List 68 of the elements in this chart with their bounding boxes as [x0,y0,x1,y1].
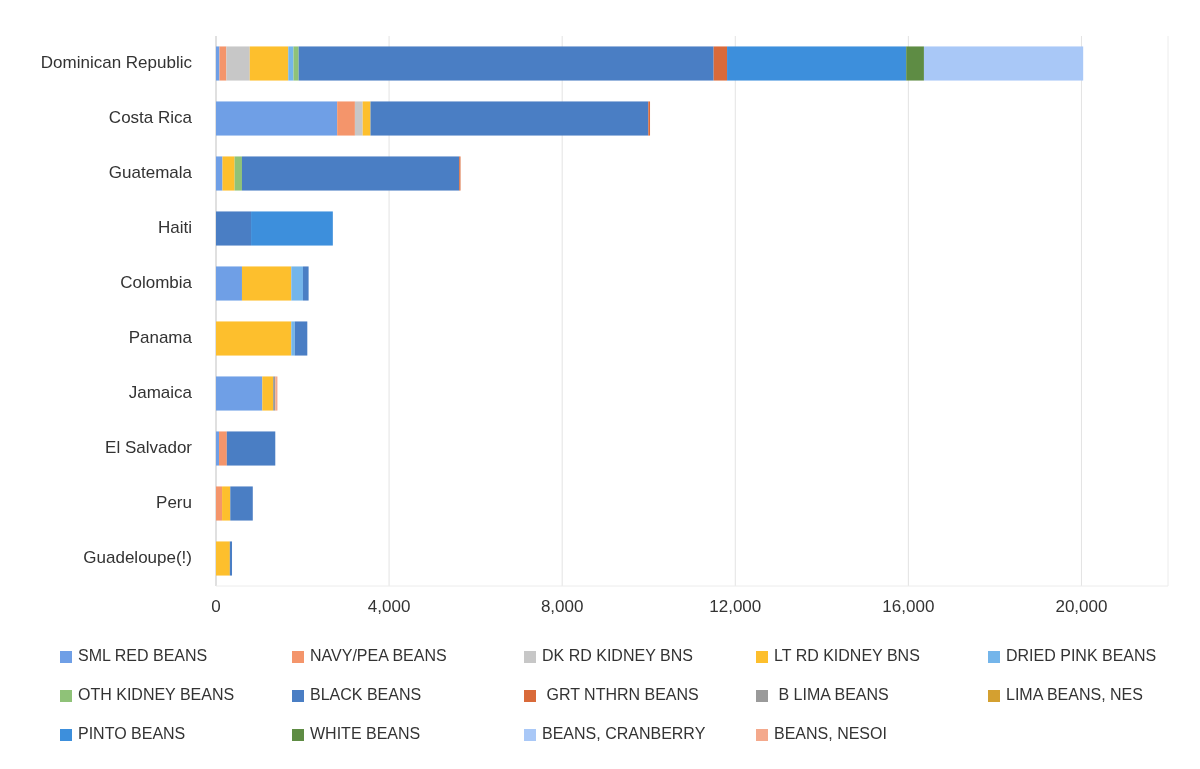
legend-label: BEANS, CRANBERRY [542,725,706,743]
bar [234,156,242,191]
bar [216,321,292,356]
bar [226,431,276,466]
bar [241,156,460,191]
bar [216,486,223,521]
bar [906,46,924,81]
legend-label: LT RD KIDNEY BNS [774,647,920,665]
bar [370,101,649,136]
legend-label: BEANS, NESOI [774,725,887,743]
bar [302,266,309,301]
bar [288,46,294,81]
bar [222,156,235,191]
bar [216,541,230,576]
legend-label: GRT NTHRN BEANS [542,686,699,704]
bar [249,46,289,81]
bar [251,211,333,246]
bar [216,101,338,136]
y-tick-label: Guatemala [108,162,193,182]
bar [294,321,308,356]
y-tick-label: Haiti [157,217,192,237]
bar [291,321,295,356]
bar [291,266,303,301]
bar [337,101,355,136]
bar [230,486,253,521]
bar [298,46,714,81]
legend-label: BLACK BEANS [310,686,422,704]
y-tick-label: Guadeloupe(!) [83,547,192,567]
bar [226,46,250,81]
x-tick-label: 12,000 [709,597,762,617]
y-tick-label: Peru [156,492,192,512]
legend-label: PINTO BEANS [78,725,186,743]
y-tick-label: Panama [128,327,193,347]
legend-label: WHITE BEANS [310,725,421,743]
bar [241,266,292,301]
x-tick-label: 4,000 [367,597,411,617]
x-tick-label: 20,000 [1055,597,1108,617]
y-tick-label: Dominican Republic [40,52,193,72]
bar [354,101,363,136]
legend-label: OTH KIDNEY BEANS [78,686,235,704]
bar [362,101,371,136]
bar [216,266,242,301]
bar [727,46,907,81]
legend-label: B LIMA BEANS [774,686,889,704]
x-tick-label: 0 [211,597,221,617]
bar [229,541,233,576]
bar [216,431,220,466]
bar [216,211,252,246]
legend-label: LIMA BEANS, NES [1006,686,1143,704]
legend-label: SML RED BEANS [78,647,208,665]
legend-label: NAVY/PEA BEANS [310,647,447,665]
y-tick-label: El Salvador [105,437,193,457]
bar [222,486,231,521]
bar [923,46,1084,81]
bar [216,156,223,191]
legend-label: DK RD KIDNEY BNS [542,647,693,665]
bar [216,376,263,411]
y-tick-label: Colombia [120,272,193,292]
x-tick-label: 16,000 [882,597,935,617]
x-tick-label: 8,000 [540,597,584,617]
bar [262,376,274,411]
bar [713,46,728,81]
y-tick-label: Costa Rica [108,107,193,127]
bar [219,46,227,81]
y-tick-label: Jamaica [128,382,193,402]
bar [219,431,227,466]
bar [293,46,299,81]
legend-label: DRIED PINK BEANS [1006,647,1157,665]
